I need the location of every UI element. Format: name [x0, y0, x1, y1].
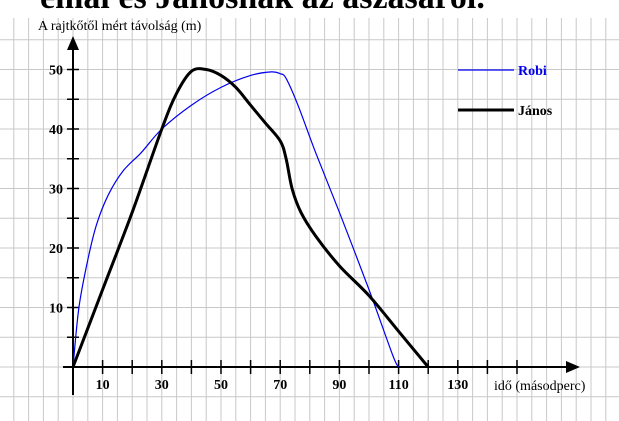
- ticks: 10 30 50 70 90 110 130 10 20 30 40 50: [49, 64, 518, 393]
- legend-label: János: [518, 104, 553, 119]
- x-tick-label: 50: [214, 378, 228, 393]
- cut-off-heading: emal és Jánosnak az ászásáról.: [40, 0, 485, 16]
- x-tick-label: 130: [447, 378, 468, 393]
- y-axis-arrow: [67, 36, 79, 50]
- legend-label: Robi: [518, 64, 547, 79]
- x-tick-label: 10: [96, 378, 110, 393]
- x-tick-label: 70: [273, 378, 287, 393]
- y-tick-label: 10: [49, 302, 63, 317]
- y-tick-label: 50: [49, 64, 63, 79]
- x-axis-arrow: [566, 361, 580, 373]
- x-tick-label: 90: [332, 378, 346, 393]
- series-line-janos: [71, 67, 430, 368]
- y-tick-label: 40: [49, 123, 63, 138]
- grid: [0, 18, 619, 421]
- y-axis-label: A rajtkőtől mért távolság (m): [38, 19, 202, 34]
- x-tick-label: 30: [155, 378, 169, 393]
- series-line-robi: [72, 71, 400, 368]
- legend: Robi János: [458, 64, 553, 119]
- y-tick-label: 20: [49, 242, 63, 257]
- x-tick-label: 110: [388, 378, 408, 393]
- series-lines: [71, 67, 430, 368]
- x-axis-label: idő (másodperc): [494, 379, 586, 394]
- y-tick-label: 30: [49, 183, 63, 198]
